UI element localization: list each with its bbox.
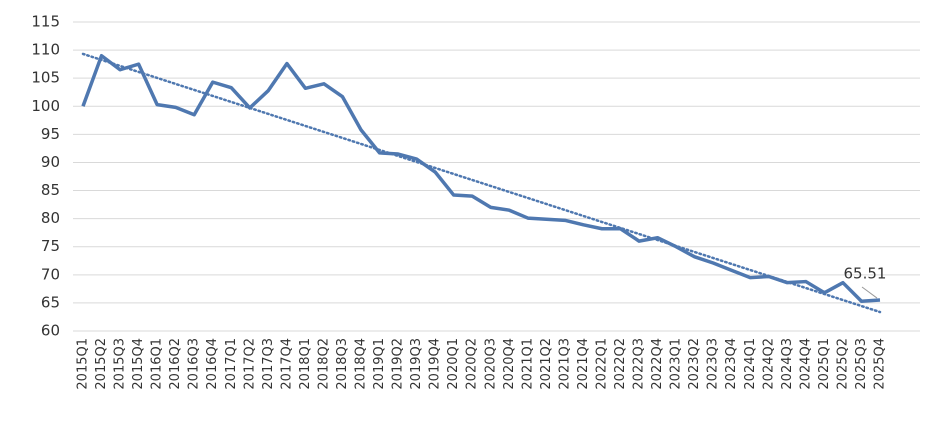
x-tick-label: 2016Q2 [168,338,183,390]
y-tick-label: 80 [41,209,60,227]
x-tick-label: 2015Q2 [94,338,109,390]
x-tick-label: 2021Q2 [539,338,554,390]
x-tick-label: 2022Q3 [632,338,647,390]
x-tick-label: 2017Q4 [279,338,294,390]
x-tick-label: 2019Q1 [372,338,387,390]
x-tick-label: 2018Q3 [335,338,350,390]
x-tick-label: 2017Q3 [261,338,276,390]
trend-line [81,52,882,314]
x-tick-label: 2015Q1 [76,338,91,390]
y-tick-label: 105 [31,69,60,87]
x-tick-label: 2024Q2 [761,338,776,390]
x-tick-label: 2019Q4 [428,338,443,390]
x-tick-label: 2016Q1 [150,338,165,390]
x-tick-label: 2025Q3 [854,338,869,390]
x-tick-label: 2017Q1 [224,338,239,390]
y-tick-label: 95 [41,125,60,143]
x-tick-label: 2023Q2 [687,338,702,390]
y-tick-label: 60 [41,322,60,340]
data-label: 65.51 [844,265,887,283]
label-leader [861,286,878,299]
x-tick-label: 2018Q4 [354,338,369,390]
y-tick-label: 115 [31,13,60,31]
y-tick-label: 85 [41,181,60,199]
x-tick-label: 2025Q4 [873,338,888,390]
x-tick-label: 2019Q2 [391,338,406,390]
x-tick-label: 2020Q2 [465,338,480,390]
x-tick-label: 2025Q1 [817,338,832,390]
x-tick-label: 2017Q2 [242,338,257,390]
x-tick-label: 2019Q3 [409,338,424,390]
x-tick-label: 2021Q4 [576,338,591,390]
y-tick-label: 75 [41,237,60,255]
x-tick-label: 2023Q4 [724,338,739,390]
x-tick-label: 2024Q3 [780,338,795,390]
x-tick-label: 2022Q4 [650,338,665,390]
x-tick-label: 2024Q1 [743,338,758,390]
data-line [81,53,881,303]
x-tick-label: 2021Q3 [557,338,572,390]
x-tick-label: 2016Q3 [187,338,202,390]
x-tick-label: 2020Q4 [502,338,517,390]
x-tick-label: 2018Q2 [316,338,331,390]
x-tick-label: 2020Q1 [446,338,461,390]
x-tick-label: 2016Q4 [205,338,220,390]
y-tick-label: 70 [41,265,60,283]
y-tick-label: 110 [31,41,60,59]
x-tick-label: 2022Q2 [613,338,628,390]
x-tick-label: 2015Q3 [113,338,128,390]
x-tick-label: 2018Q1 [298,338,313,390]
x-tick-label: 2023Q3 [706,338,721,390]
y-tick-label: 100 [31,97,60,115]
x-tick-label: 2022Q1 [594,338,609,390]
x-tick-label: 2025Q2 [835,338,850,390]
x-tick-label: 2015Q4 [131,338,146,390]
y-tick-label: 65 [41,293,60,311]
x-tick-label: 2024Q4 [798,338,813,390]
x-tick-label: 2023Q1 [669,338,684,390]
x-tick-label: 2020Q3 [483,338,498,390]
y-tick-label: 90 [41,153,60,171]
x-tick-label: 2021Q1 [520,338,535,390]
